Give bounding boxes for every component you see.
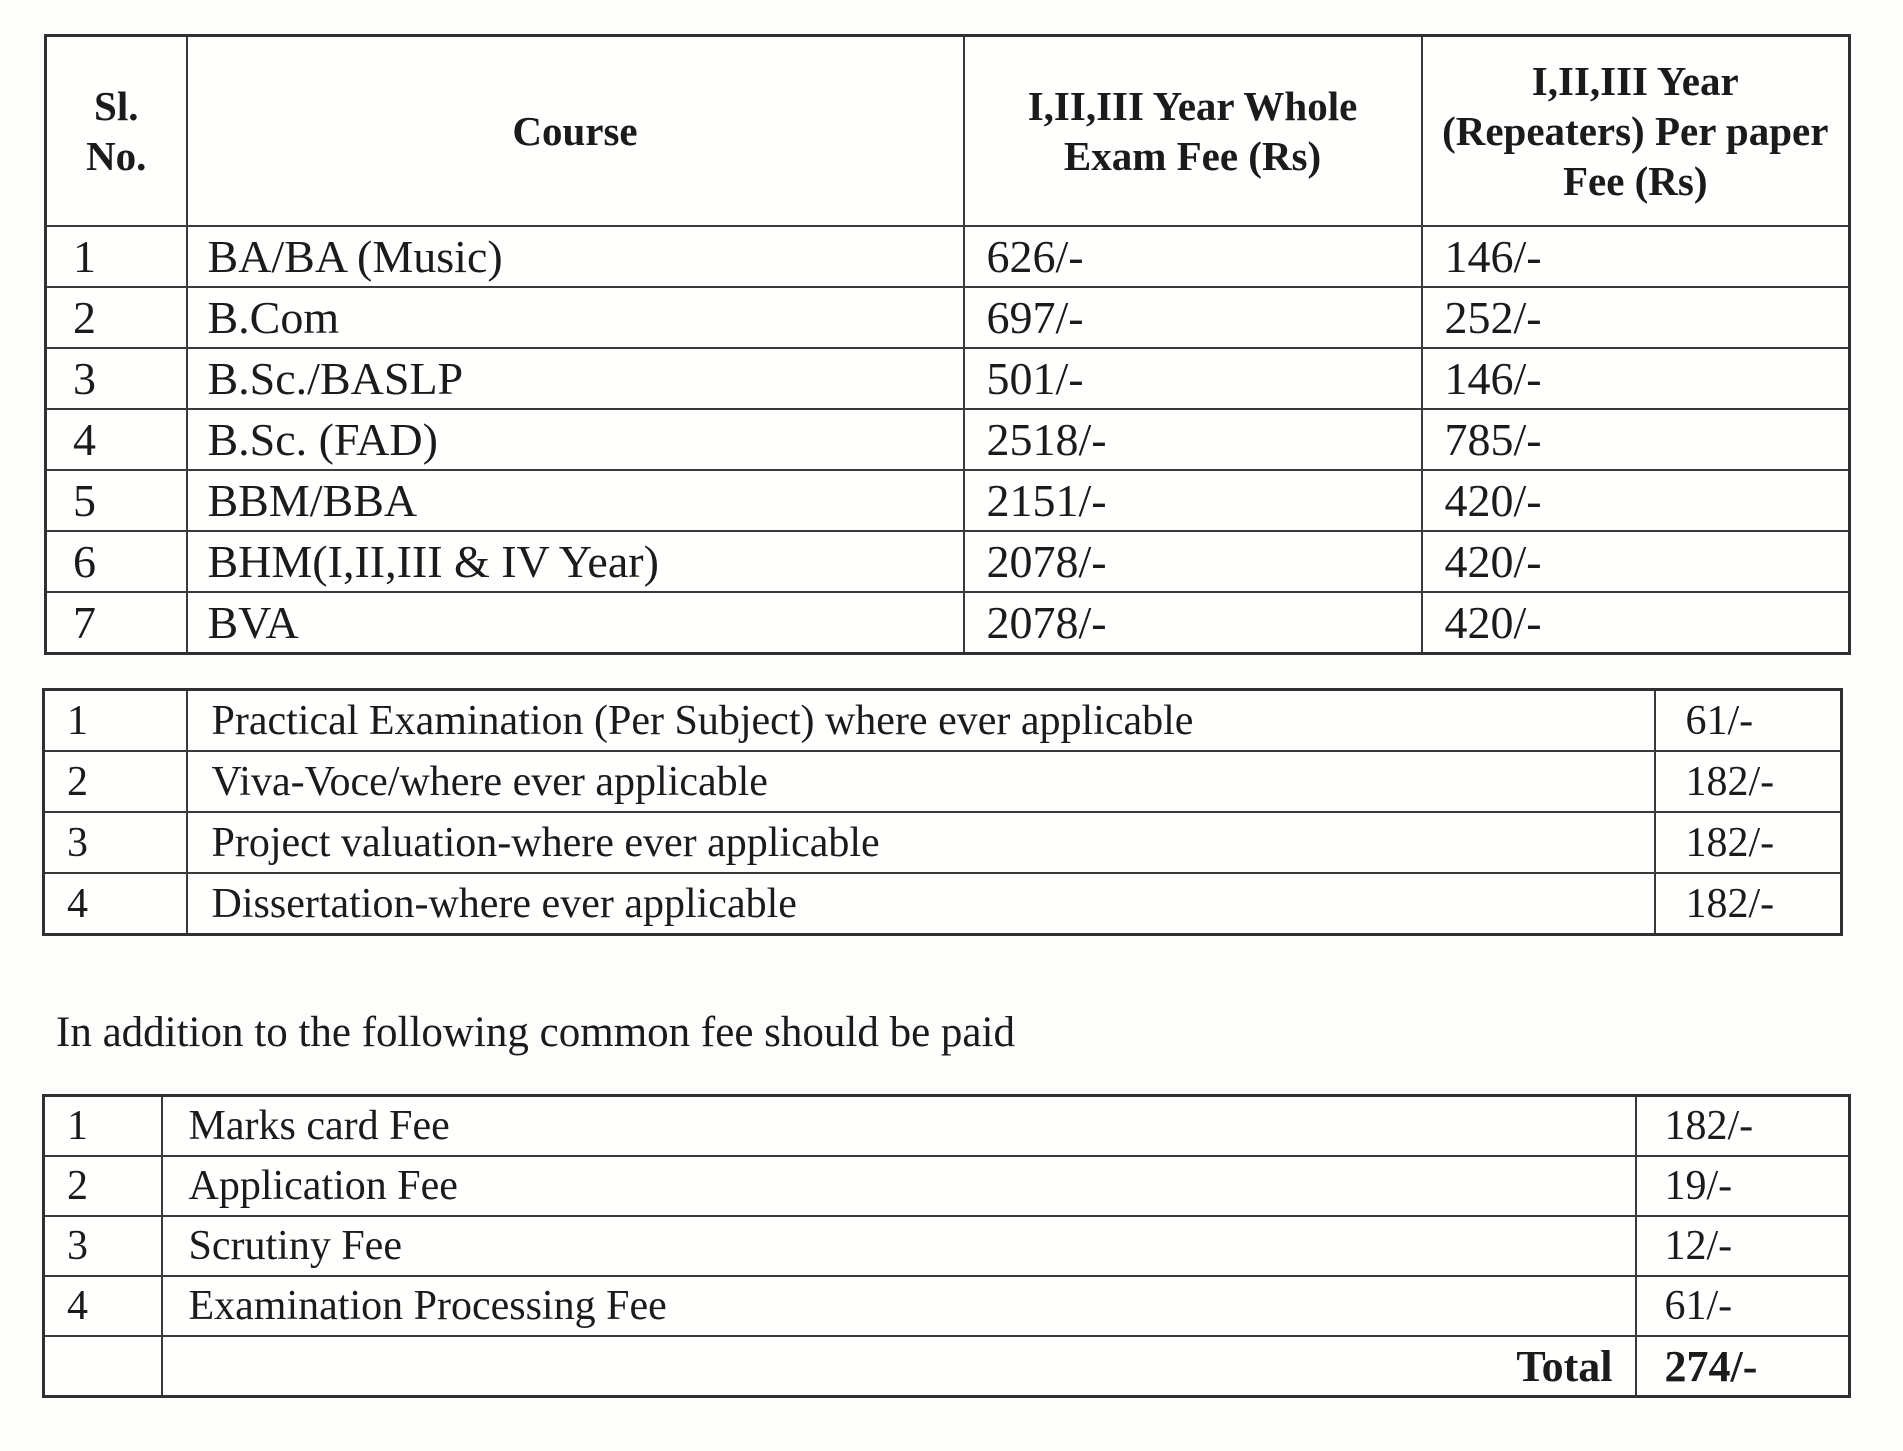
sl-no-cell: 2 — [42, 1155, 163, 1217]
header-repeater-fee: I,II,III Year (Repeaters) Per paper Fee … — [1420, 34, 1851, 227]
course-cell: BHM(I,II,III & IV Year) — [185, 530, 965, 593]
sl-no-cell: 4 — [42, 872, 188, 936]
fee-amount-cell: 182/- — [1653, 750, 1843, 813]
fee-item-cell: Application Fee — [160, 1155, 1637, 1217]
fee-amount-cell: 19/- — [1634, 1155, 1851, 1217]
course-fee-header-row: Sl. No. Course I,II,III Year Whole Exam … — [44, 34, 1851, 227]
fee-amount-cell: 182/- — [1653, 811, 1843, 874]
table-row: 3 Scrutiny Fee 12/- — [42, 1215, 1851, 1277]
course-cell: BVA — [185, 591, 965, 655]
total-label-cell: Total — [160, 1335, 1637, 1398]
sl-no-cell: 1 — [42, 688, 188, 752]
whole-exam-fee-cell: 2151/- — [962, 469, 1423, 532]
table-row: 1 Practical Examination (Per Subject) wh… — [42, 688, 1843, 752]
fee-item-cell: Viva-Voce/where ever applicable — [185, 750, 1656, 813]
total-row: Total 274/- — [42, 1335, 1851, 1398]
table-row: 2 Viva-Voce/where ever applicable 182/- — [42, 750, 1843, 813]
fee-amount-cell: 182/- — [1634, 1094, 1851, 1157]
sl-no-cell: 7 — [44, 591, 188, 655]
common-fee-table: 1 Marks card Fee 182/- 2 Application Fee… — [42, 1094, 1851, 1398]
table-row: 2 Application Fee 19/- — [42, 1155, 1851, 1217]
course-cell: B.Sc. (FAD) — [185, 408, 965, 471]
table-row: 4 Dissertation-where ever applicable 182… — [42, 872, 1843, 936]
table-row: 3 Project valuation-where ever applicabl… — [42, 811, 1843, 874]
fee-item-cell: Practical Examination (Per Subject) wher… — [185, 688, 1656, 752]
table-row: 7 BVA 2078/- 420/- — [44, 591, 1851, 655]
fee-item-cell: Marks card Fee — [160, 1094, 1637, 1157]
fee-item-cell: Project valuation-where ever applicable — [185, 811, 1656, 874]
header-sl-no: Sl. No. — [44, 34, 188, 227]
sl-no-cell: 4 — [42, 1275, 163, 1337]
course-cell: BBM/BBA — [185, 469, 965, 532]
repeater-fee-cell: 420/- — [1420, 469, 1851, 532]
repeater-fee-cell: 420/- — [1420, 530, 1851, 593]
fee-item-cell: Scrutiny Fee — [160, 1215, 1637, 1277]
sl-no-cell — [42, 1335, 163, 1398]
sl-no-cell: 2 — [44, 286, 188, 349]
course-cell: BA/BA (Music) — [185, 225, 965, 288]
course-fee-table: Sl. No. Course I,II,III Year Whole Exam … — [44, 34, 1851, 655]
repeater-fee-cell: 785/- — [1420, 408, 1851, 471]
sl-no-cell: 1 — [42, 1094, 163, 1157]
sl-no-cell: 3 — [42, 811, 188, 874]
sl-no-cell: 6 — [44, 530, 188, 593]
table-row: 4 B.Sc. (FAD) 2518/- 785/- — [44, 408, 1851, 471]
sl-no-cell: 5 — [44, 469, 188, 532]
table-row: 3 B.Sc./BASLP 501/- 146/- — [44, 347, 1851, 410]
repeater-fee-cell: 252/- — [1420, 286, 1851, 349]
sl-no-cell: 1 — [44, 225, 188, 288]
repeater-fee-cell: 146/- — [1420, 225, 1851, 288]
fee-amount-cell: 61/- — [1653, 688, 1843, 752]
table-row: 1 BA/BA (Music) 626/- 146/- — [44, 225, 1851, 288]
table-row: 6 BHM(I,II,III & IV Year) 2078/- 420/- — [44, 530, 1851, 593]
sl-no-cell: 2 — [42, 750, 188, 813]
course-cell: B.Com — [185, 286, 965, 349]
course-cell: B.Sc./BASLP — [185, 347, 965, 410]
whole-exam-fee-cell: 2078/- — [962, 530, 1423, 593]
fee-amount-cell: 12/- — [1634, 1215, 1851, 1277]
common-fee-note: In addition to the following common fee … — [56, 1009, 1015, 1056]
whole-exam-fee-cell: 2078/- — [962, 591, 1423, 655]
whole-exam-fee-cell: 2518/- — [962, 408, 1423, 471]
fee-item-cell: Dissertation-where ever applicable — [185, 872, 1656, 936]
table-row: 4 Examination Processing Fee 61/- — [42, 1275, 1851, 1337]
sl-no-cell: 3 — [44, 347, 188, 410]
fee-amount-cell: 182/- — [1653, 872, 1843, 936]
table-row: 5 BBM/BBA 2151/- 420/- — [44, 469, 1851, 532]
header-course: Course — [185, 34, 965, 227]
total-value-cell: 274/- — [1634, 1335, 1851, 1398]
table-row: 2 B.Com 697/- 252/- — [44, 286, 1851, 349]
repeater-fee-cell: 420/- — [1420, 591, 1851, 655]
table-row: 1 Marks card Fee 182/- — [42, 1094, 1851, 1157]
whole-exam-fee-cell: 501/- — [962, 347, 1423, 410]
header-whole-exam-fee: I,II,III Year Whole Exam Fee (Rs) — [962, 34, 1423, 227]
whole-exam-fee-cell: 697/- — [962, 286, 1423, 349]
sl-no-cell: 3 — [42, 1215, 163, 1277]
repeater-fee-cell: 146/- — [1420, 347, 1851, 410]
special-fee-table: 1 Practical Examination (Per Subject) wh… — [42, 688, 1843, 936]
sl-no-cell: 4 — [44, 408, 188, 471]
fee-amount-cell: 61/- — [1634, 1275, 1851, 1337]
fee-item-cell: Examination Processing Fee — [160, 1275, 1637, 1337]
whole-exam-fee-cell: 626/- — [962, 225, 1423, 288]
